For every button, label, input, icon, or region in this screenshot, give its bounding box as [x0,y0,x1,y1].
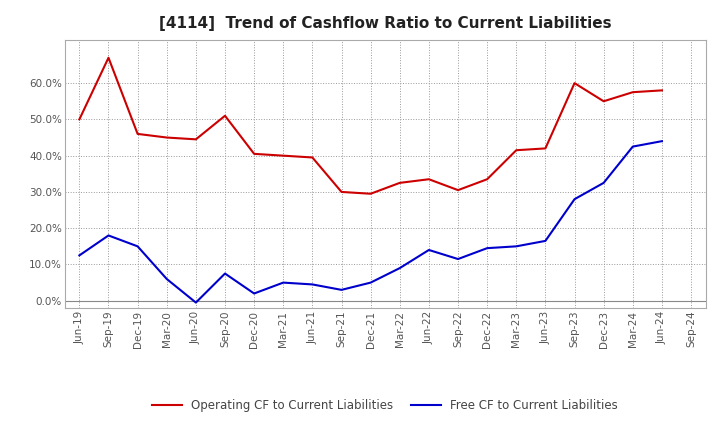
Free CF to Current Liabilities [629,144,637,149]
Operating CF to Current Liabilities [104,55,113,60]
Operating CF to Current Liabilities [541,146,550,151]
Free CF to Current Liabilities [454,257,462,262]
Free CF to Current Liabilities [425,247,433,253]
Free CF to Current Liabilities [192,300,200,305]
Operating CF to Current Liabilities [657,88,666,93]
Free CF to Current Liabilities [657,139,666,144]
Operating CF to Current Liabilities [599,99,608,104]
Free CF to Current Liabilities [75,253,84,258]
Free CF to Current Liabilities [104,233,113,238]
Operating CF to Current Liabilities [163,135,171,140]
Operating CF to Current Liabilities [395,180,404,186]
Operating CF to Current Liabilities [192,137,200,142]
Title: [4114]  Trend of Cashflow Ratio to Current Liabilities: [4114] Trend of Cashflow Ratio to Curren… [159,16,611,32]
Free CF to Current Liabilities [541,238,550,244]
Operating CF to Current Liabilities [220,113,229,118]
Legend: Operating CF to Current Liabilities, Free CF to Current Liabilities: Operating CF to Current Liabilities, Fre… [148,394,623,417]
Free CF to Current Liabilities [395,265,404,271]
Free CF to Current Liabilities [366,280,375,285]
Operating CF to Current Liabilities [133,131,142,136]
Free CF to Current Liabilities [337,287,346,293]
Operating CF to Current Liabilities [483,176,492,182]
Operating CF to Current Liabilities [512,147,521,153]
Operating CF to Current Liabilities [570,81,579,86]
Free CF to Current Liabilities [220,271,229,276]
Operating CF to Current Liabilities [425,176,433,182]
Free CF to Current Liabilities [512,244,521,249]
Operating CF to Current Liabilities [308,155,317,160]
Free CF to Current Liabilities [599,180,608,186]
Operating CF to Current Liabilities [337,189,346,194]
Free CF to Current Liabilities [163,276,171,282]
Free CF to Current Liabilities [308,282,317,287]
Operating CF to Current Liabilities [366,191,375,196]
Operating CF to Current Liabilities [629,90,637,95]
Free CF to Current Liabilities [570,197,579,202]
Free CF to Current Liabilities [483,246,492,251]
Operating CF to Current Liabilities [250,151,258,157]
Operating CF to Current Liabilities [75,117,84,122]
Line: Operating CF to Current Liabilities: Operating CF to Current Liabilities [79,58,662,194]
Free CF to Current Liabilities [279,280,287,285]
Operating CF to Current Liabilities [454,187,462,193]
Line: Free CF to Current Liabilities: Free CF to Current Liabilities [79,141,662,303]
Free CF to Current Liabilities [133,244,142,249]
Operating CF to Current Liabilities [279,153,287,158]
Free CF to Current Liabilities [250,291,258,296]
